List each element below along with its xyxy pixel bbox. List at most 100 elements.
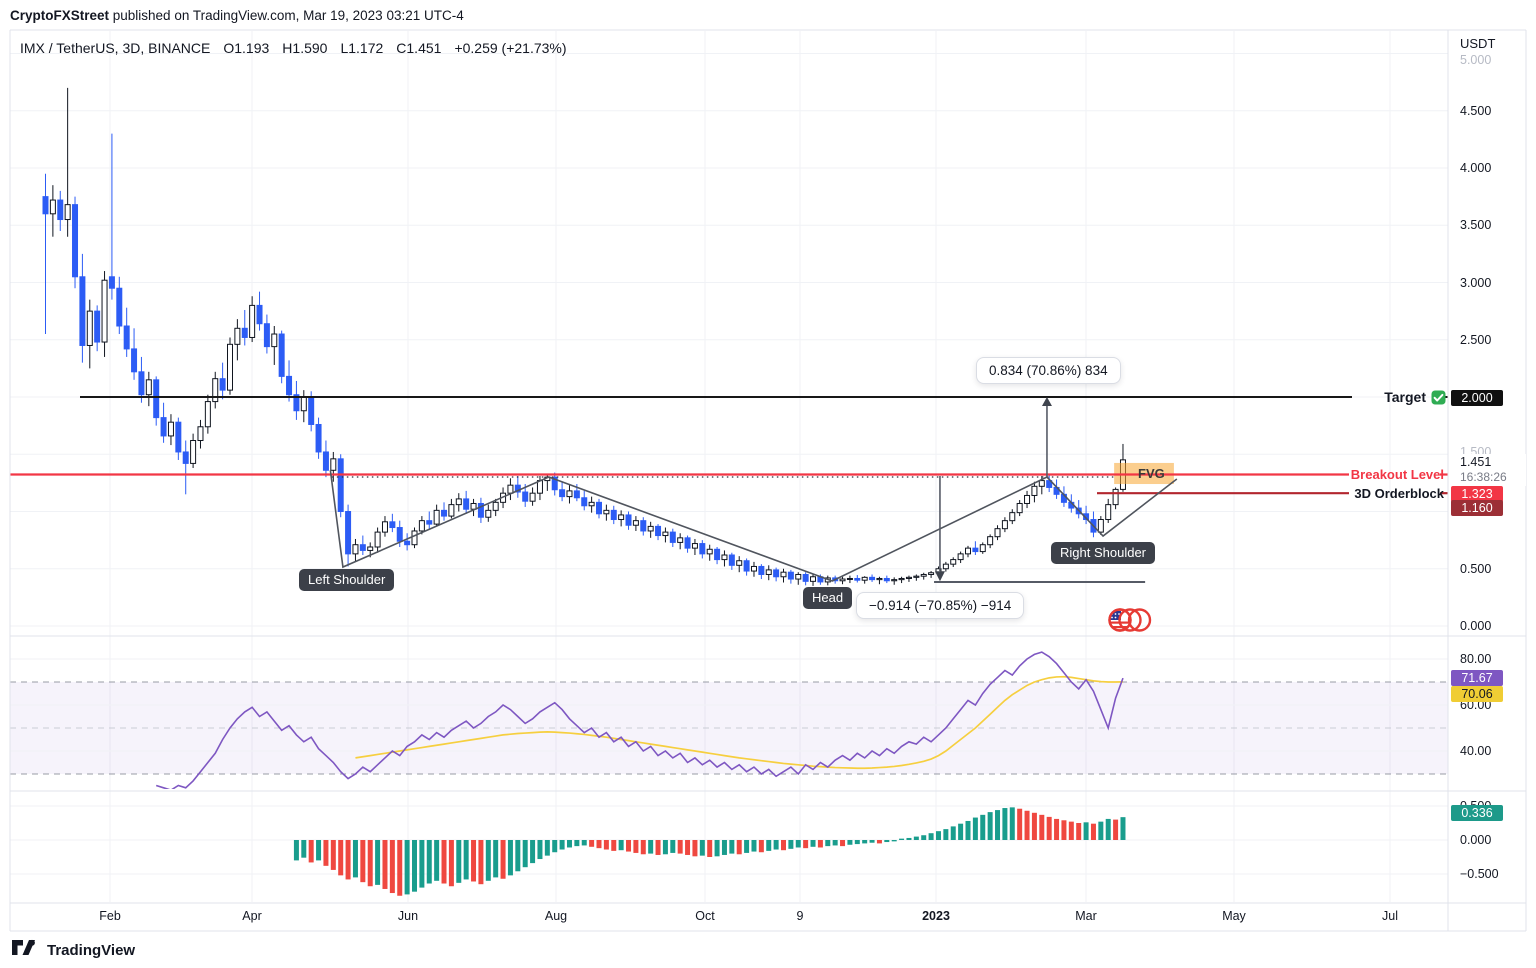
macd-bar: [603, 840, 609, 850]
axis-tick: 0.000: [1460, 619, 1492, 633]
macd-bar: [803, 840, 809, 849]
axis-tick: 4.500: [1460, 104, 1492, 118]
time-axis-label: 2023: [922, 909, 950, 923]
time-axis-label: Jul: [1382, 909, 1398, 923]
macd-bar: [566, 840, 572, 848]
candle-body: [802, 573, 809, 582]
axis-price-badge: 70.06: [1451, 686, 1503, 702]
macd-bar: [935, 831, 941, 840]
candle-body: [241, 327, 248, 338]
measure-up-tooltip: 0.834 (70.86%) 834: [976, 357, 1121, 384]
macd-bar: [1105, 818, 1111, 840]
candle-body: [514, 484, 521, 493]
macd-bar: [530, 840, 536, 864]
macd-bar: [456, 840, 462, 883]
candle-body: [529, 492, 536, 502]
candle-body: [861, 576, 868, 581]
macd-bar: [965, 820, 971, 840]
candle-body: [1046, 480, 1053, 488]
macd-bar: [692, 840, 698, 857]
candle-body: [632, 520, 639, 526]
axis-tick: 4.000: [1460, 161, 1492, 175]
candle-body: [138, 371, 145, 396]
candle-body: [175, 421, 182, 453]
candle-body: [603, 509, 610, 515]
candle-body: [374, 531, 381, 548]
macd-bar: [958, 823, 964, 840]
candle-body: [743, 560, 750, 572]
candle-body: [79, 276, 86, 346]
macd-bar: [544, 840, 550, 856]
fvg-label: FVG: [1138, 466, 1165, 481]
macd-bar: [352, 840, 358, 878]
macd-bar: [699, 840, 705, 856]
candle-body: [463, 498, 470, 510]
macd-bar: [507, 840, 513, 876]
candle-body: [315, 423, 322, 453]
ohlc-open: O1.193: [223, 40, 270, 56]
candle-body: [1105, 504, 1112, 521]
macd-bar: [1113, 819, 1119, 840]
macd-bar: [382, 840, 388, 889]
macd-bar: [611, 840, 617, 851]
candle-body: [913, 575, 920, 578]
symbol-header: IMX / TetherUS, 3D, BINANCE O1.193 H1.59…: [20, 40, 567, 56]
candle-body: [94, 310, 101, 343]
tradingview-logo-icon: [12, 939, 40, 961]
candle-body: [566, 490, 573, 498]
publisher-name: CryptoFXStreet: [10, 7, 110, 23]
candle-body: [839, 578, 846, 582]
macd-bar: [316, 840, 322, 861]
macd-bar: [1098, 821, 1104, 840]
macd-bar: [847, 840, 853, 845]
candle-body: [271, 333, 278, 348]
macd-bar: [397, 840, 403, 896]
axis-currency-label: USDT: [1460, 36, 1496, 51]
footer: TradingView: [12, 935, 135, 965]
macd-bar: [1017, 808, 1023, 840]
candle-body: [987, 536, 994, 546]
macd-bar: [928, 833, 934, 840]
macd-bar: [389, 840, 395, 894]
macd-bar: [1083, 822, 1089, 840]
candle-body: [367, 546, 374, 551]
candle-body: [322, 451, 329, 471]
candle-body: [1024, 494, 1031, 504]
candle-body: [448, 504, 455, 517]
macd-bar: [1002, 808, 1008, 840]
candle-body: [197, 426, 204, 442]
candle-body: [883, 577, 890, 582]
candle-body: [49, 199, 56, 215]
candle-body: [204, 401, 211, 428]
candle-body: [588, 501, 595, 507]
candle-body: [640, 520, 647, 532]
tradingview-brand[interactable]: TradingView: [47, 941, 136, 959]
candle-body: [780, 571, 787, 578]
publish-info: published on TradingView.com, Mar 19, 20…: [109, 7, 464, 23]
candle-body: [854, 577, 861, 581]
measure-down-tooltip: −0.914 (−70.85%) −914: [856, 592, 1025, 619]
candle-body: [869, 576, 876, 581]
candle-body: [455, 498, 462, 506]
macd-bar: [758, 840, 764, 853]
left-shoulder-label: Left Shoulder: [299, 569, 395, 591]
macd-bar: [766, 840, 772, 851]
macd-bar: [662, 840, 668, 855]
candle-body: [920, 573, 927, 577]
target-text: Target: [1384, 389, 1426, 405]
macd-bar: [884, 840, 890, 843]
candle-body: [286, 375, 293, 396]
macd-bar: [980, 814, 986, 840]
candle-body: [352, 544, 359, 555]
candle-body: [57, 199, 64, 221]
candle-body: [426, 520, 433, 525]
ohlc-close: C1.451: [396, 40, 442, 56]
macd-bar: [515, 840, 521, 872]
macd-bar: [330, 840, 336, 870]
axis-price-badge: 1.323: [1451, 486, 1503, 502]
macd-bar: [412, 840, 417, 892]
macd-bar: [589, 840, 595, 847]
macd-bar: [522, 840, 528, 868]
macd-bar: [795, 840, 801, 848]
candle-body: [64, 204, 71, 221]
